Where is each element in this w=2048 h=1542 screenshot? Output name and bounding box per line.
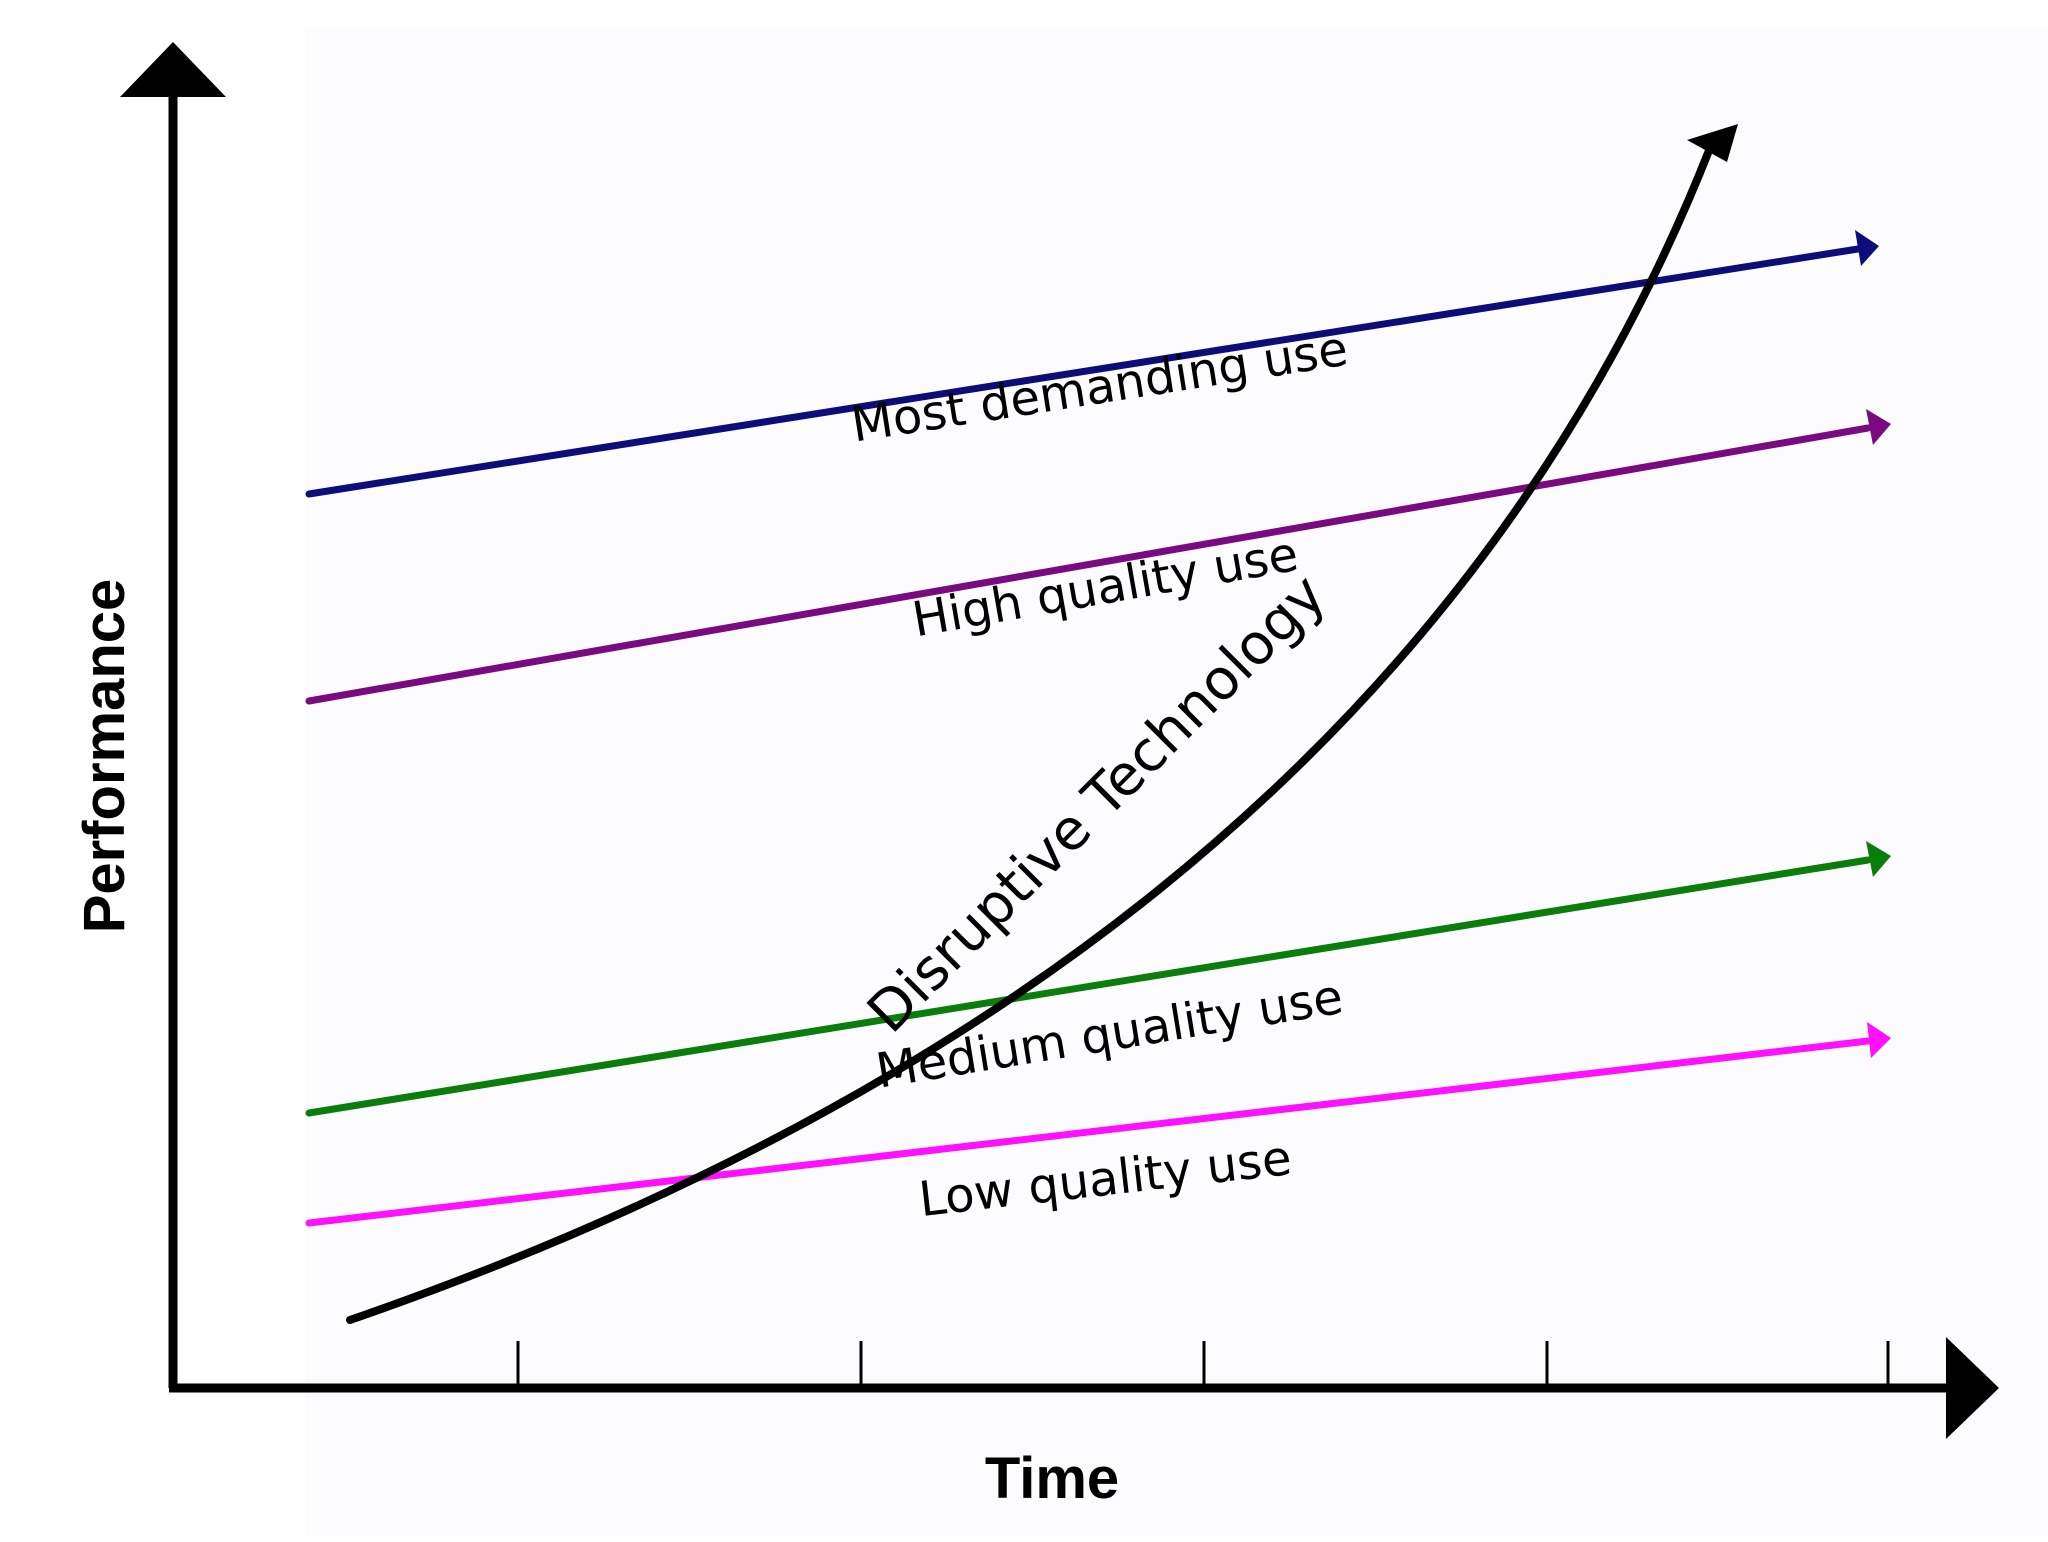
y-axis-title: Performance xyxy=(72,579,137,934)
disruptive-technology-curve xyxy=(346,144,1714,1324)
x-axis-ticks xyxy=(516,1341,1890,1388)
high-quality-line xyxy=(305,424,1872,705)
x-axis-title: Time xyxy=(985,1446,1119,1511)
plot-background xyxy=(305,30,2048,1537)
most-demanding-line xyxy=(305,245,1862,498)
low-quality-arrowhead xyxy=(1867,1022,1891,1058)
high-quality-arrowhead xyxy=(1866,409,1891,445)
x-axis-arrowhead xyxy=(1946,1337,1999,1439)
medium-quality-arrowhead xyxy=(1866,841,1891,877)
medium-quality-line xyxy=(305,856,1872,1117)
most-demanding-arrowhead xyxy=(1855,230,1879,266)
y-axis-arrowhead xyxy=(120,42,226,97)
disruptive-technology-arrowhead xyxy=(1687,124,1738,162)
low-quality-line xyxy=(305,1037,1872,1227)
